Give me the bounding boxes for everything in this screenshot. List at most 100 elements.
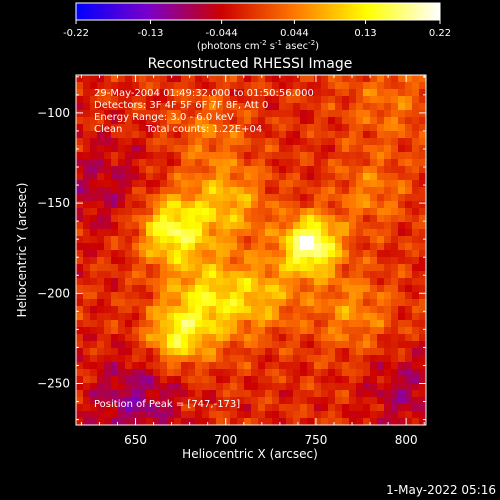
heatmap-cell — [314, 299, 322, 307]
heatmap-cell — [300, 306, 308, 314]
heatmap-cell — [216, 89, 224, 97]
heatmap-cell — [279, 369, 287, 377]
heatmap-cell — [111, 348, 119, 356]
heatmap-cell — [111, 152, 119, 160]
heatmap-cell — [335, 103, 343, 111]
heatmap-cell — [265, 313, 273, 321]
colorbar — [75, 2, 441, 21]
heatmap-cell — [258, 229, 266, 237]
heatmap-cell — [167, 285, 175, 293]
heatmap-cell — [314, 362, 322, 370]
heatmap-cell — [167, 166, 175, 174]
heatmap-cell — [237, 159, 245, 167]
heatmap-cell — [223, 138, 231, 146]
heatmap-cell — [321, 215, 329, 223]
heatmap-cell — [139, 159, 147, 167]
heatmap-cell — [216, 96, 224, 104]
heatmap-cell — [377, 166, 385, 174]
heatmap-cell — [97, 159, 105, 167]
heatmap-cell — [405, 285, 413, 293]
heatmap-cell — [90, 397, 98, 405]
heatmap-cell — [132, 138, 140, 146]
heatmap-cell — [244, 306, 252, 314]
heatmap-cell — [237, 327, 245, 335]
heatmap-cell — [195, 75, 203, 83]
x-tick-label: 800 — [395, 433, 418, 447]
colorbar-units: (photons cm-2 s-1 asec-2) — [197, 39, 319, 52]
heatmap-cell — [349, 75, 357, 83]
heatmap-cell — [307, 82, 315, 90]
heatmap-cell — [363, 75, 371, 83]
heatmap-cell — [76, 355, 84, 363]
heatmap-cell — [412, 306, 420, 314]
heatmap-cell — [195, 96, 203, 104]
heatmap-cell — [132, 383, 140, 391]
heatmap-cell — [398, 173, 406, 181]
heatmap-cell — [391, 271, 399, 279]
heatmap-cell — [265, 96, 273, 104]
heatmap-cell — [195, 138, 203, 146]
heatmap-cell — [391, 110, 399, 118]
heatmap-cell — [167, 194, 175, 202]
heatmap-cell — [391, 194, 399, 202]
heatmap-cell — [251, 257, 259, 265]
heatmap-cell — [279, 96, 287, 104]
heatmap-cell — [237, 250, 245, 258]
heatmap-cell — [356, 355, 364, 363]
heatmap-cell — [132, 397, 140, 405]
heatmap-cell — [398, 82, 406, 90]
heatmap-cell — [216, 222, 224, 230]
heatmap-cell — [160, 369, 168, 377]
heatmap-cell — [118, 369, 126, 377]
heatmap-cell — [188, 278, 196, 286]
heatmap-cell — [216, 117, 224, 125]
heatmap-cell — [349, 180, 357, 188]
heatmap-cell — [342, 103, 350, 111]
heatmap-cell — [132, 404, 140, 412]
heatmap-cell — [335, 313, 343, 321]
heatmap-cell — [223, 404, 231, 412]
heatmap-cell — [216, 229, 224, 237]
heatmap-cell — [370, 131, 378, 139]
heatmap-cell — [314, 173, 322, 181]
heatmap-cell — [195, 208, 203, 216]
heatmap-cell — [76, 292, 84, 300]
heatmap-cell — [188, 299, 196, 307]
heatmap-cell — [97, 187, 105, 195]
heatmap-cell — [265, 117, 273, 125]
heatmap-cell — [272, 145, 280, 153]
heatmap-cell — [76, 173, 84, 181]
heatmap-cell — [419, 187, 427, 195]
heatmap-cell — [377, 89, 385, 97]
heatmap-cell — [146, 271, 154, 279]
heatmap-cell — [188, 166, 196, 174]
heatmap-cell — [286, 159, 294, 167]
heatmap-cell — [321, 250, 329, 258]
heatmap-cell — [125, 306, 133, 314]
heatmap-cell — [251, 362, 259, 370]
heatmap-cell — [97, 362, 105, 370]
heatmap-cell — [90, 348, 98, 356]
heatmap-cell — [111, 397, 119, 405]
heatmap-cell — [160, 89, 168, 97]
heatmap-cell — [321, 236, 329, 244]
heatmap-cell — [307, 320, 315, 328]
heatmap-cell — [356, 383, 364, 391]
heatmap-cell — [230, 418, 238, 426]
heatmap-cell — [118, 341, 126, 349]
heatmap-cell — [181, 75, 189, 83]
heatmap-cell — [237, 390, 245, 398]
heatmap-cell — [146, 376, 154, 384]
heatmap-cell — [307, 334, 315, 342]
heatmap-cell — [104, 257, 112, 265]
heatmap-cell — [132, 348, 140, 356]
heatmap-cell — [328, 250, 336, 258]
colorbar-tick-label: -0.13 — [138, 28, 164, 39]
heatmap-cell — [181, 82, 189, 90]
heatmap-cell — [293, 334, 301, 342]
heatmap-cell — [125, 82, 133, 90]
heatmap-cell — [223, 411, 231, 419]
heatmap-cell — [363, 348, 371, 356]
heatmap-cell — [258, 348, 266, 356]
heatmap-cell — [104, 376, 112, 384]
